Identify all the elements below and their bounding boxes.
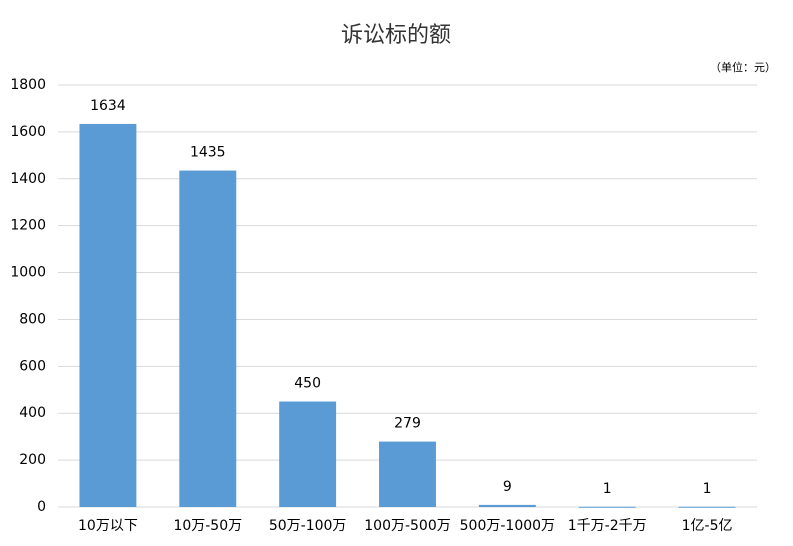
y-tick-label: 1400	[10, 171, 46, 187]
data-label: 1	[603, 481, 612, 497]
y-tick-label: 1000	[10, 265, 46, 281]
x-tick-label: 500万-1000万	[460, 518, 555, 534]
bar	[279, 401, 337, 507]
data-label: 1435	[190, 145, 226, 161]
chart-title: 诉讼标的额	[341, 23, 451, 48]
y-tick-label: 0	[37, 499, 46, 515]
bar	[379, 441, 436, 507]
data-label: 279	[394, 416, 421, 432]
y-tick-label: 400	[19, 405, 46, 421]
bar	[478, 504, 536, 507]
data-label: 1634	[90, 98, 126, 114]
data-label: 450	[294, 376, 321, 392]
y-tick-label: 600	[19, 358, 46, 374]
y-tick-label: 200	[19, 452, 46, 468]
unit-note: （单位：元）	[710, 60, 776, 74]
x-tick-label: 1千万-2千万	[568, 518, 647, 534]
x-tick-label: 100万-500万	[364, 518, 451, 534]
y-tick-label: 800	[19, 311, 46, 327]
y-tick-label: 1800	[10, 77, 46, 93]
bar	[678, 506, 736, 508]
x-tick-label: 10万以下	[78, 518, 138, 534]
y-tick-label: 1200	[10, 218, 46, 234]
data-label: 1	[703, 481, 712, 497]
x-tick-label: 1亿-5亿	[682, 518, 733, 534]
bar	[179, 170, 237, 508]
x-tick-label: 10万-50万	[173, 518, 242, 534]
bar	[79, 123, 137, 507]
data-label: 9	[503, 479, 512, 495]
y-tick-label: 1600	[10, 124, 46, 140]
bar	[578, 506, 636, 508]
x-tick-label: 50万-100万	[269, 518, 347, 534]
